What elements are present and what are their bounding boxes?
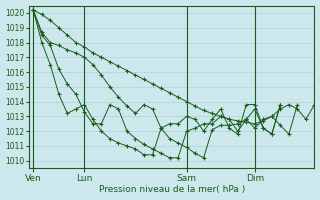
X-axis label: Pression niveau de la mer( hPa ): Pression niveau de la mer( hPa ) [99, 185, 245, 194]
